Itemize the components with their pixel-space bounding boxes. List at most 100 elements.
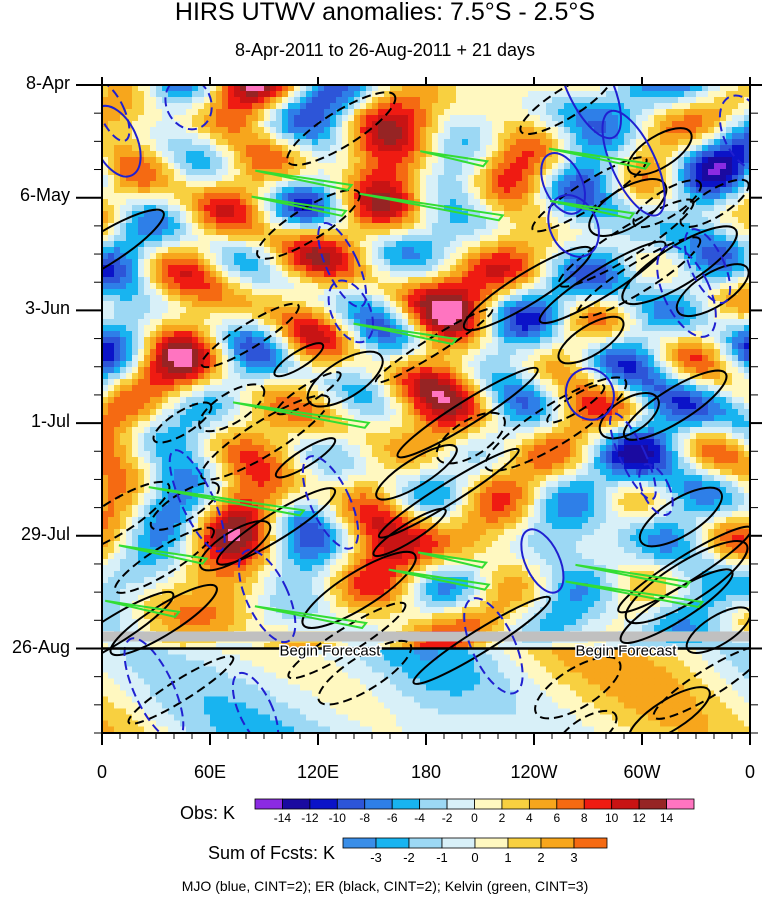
obs-cell: [162, 277, 169, 284]
obs-cell: [468, 109, 475, 116]
obs-cell: [180, 253, 187, 260]
obs-cell: [474, 193, 481, 200]
obs-cell: [108, 169, 115, 176]
obs-cell: [624, 253, 631, 260]
obs-cell: [492, 151, 499, 158]
obs-cell: [276, 229, 283, 236]
obs-cell: [720, 217, 727, 224]
obs-cell: [516, 193, 523, 200]
obs-cell: [144, 313, 151, 320]
obs-cell: [246, 193, 253, 200]
obs-cell: [516, 175, 523, 182]
obs-cell: [306, 115, 313, 122]
obs-cell: [546, 157, 553, 164]
obs-cell: [174, 169, 181, 176]
obs-cell: [126, 313, 133, 320]
obs-cell: [606, 121, 613, 128]
obs-cell: [354, 307, 361, 314]
obs-cell: [546, 181, 553, 188]
obs-cell: [354, 229, 361, 236]
obs-cell: [696, 157, 703, 164]
obs-cell: [648, 253, 655, 260]
obs-cell: [720, 265, 727, 272]
obs-cell: [462, 181, 469, 188]
obs-cell: [156, 319, 163, 326]
obs-cell: [354, 277, 361, 284]
obs-cell: [600, 91, 607, 98]
obs-cell: [702, 205, 709, 212]
obs-cell: [738, 349, 745, 356]
obs-cell: [228, 283, 235, 290]
obs-cell: [402, 133, 409, 140]
obs-cell: [732, 127, 739, 134]
obs-cell: [696, 127, 703, 134]
obs-cell: [276, 355, 283, 362]
obs-cell: [306, 199, 313, 206]
obs-cell: [108, 295, 115, 302]
obs-cell: [300, 235, 307, 242]
obs-cell: [366, 247, 373, 254]
obs-cell: [336, 337, 343, 344]
obs-cell: [702, 193, 709, 200]
obs-cell: [672, 139, 679, 146]
obs-cell: [720, 313, 727, 320]
obs-cell: [492, 85, 499, 92]
obs-cell: [138, 331, 145, 338]
obs-cell: [540, 247, 547, 254]
obs-cell: [240, 337, 247, 344]
obs-cell: [564, 289, 571, 296]
obs-cell: [150, 235, 157, 242]
obs-cell: [300, 193, 307, 200]
obs-cell: [516, 205, 523, 212]
obs-cell: [210, 145, 217, 152]
obs-cell: [738, 133, 745, 140]
obs-cell: [642, 307, 649, 314]
obs-cell: [684, 325, 691, 332]
obs-cell: [282, 265, 289, 272]
obs-cell: [204, 151, 211, 158]
obs-cell: [168, 169, 175, 176]
obs-cell: [210, 121, 217, 128]
obs-cell: [180, 235, 187, 242]
obs-cell: [474, 253, 481, 260]
obs-cell: [204, 85, 211, 92]
obs-cell: [324, 151, 331, 158]
obs-cell: [180, 277, 187, 284]
obs-cell: [426, 103, 433, 110]
obs-cell: [480, 115, 487, 122]
obs-cell: [672, 277, 679, 284]
obs-cell: [744, 319, 751, 326]
obs-cell: [186, 331, 193, 338]
obs-cell: [132, 355, 139, 362]
obs-cell: [678, 271, 685, 278]
obs-cell: [192, 145, 199, 152]
obs-cell: [360, 223, 367, 230]
obs-cell: [156, 103, 163, 110]
obs-cell: [708, 313, 715, 320]
obs-cell: [300, 109, 307, 116]
obs-cell: [174, 187, 181, 194]
obs-cell: [228, 91, 235, 98]
obs-cell: [186, 109, 193, 116]
obs-cell: [678, 193, 685, 200]
obs-cell: [672, 295, 679, 302]
obs-cell: [726, 259, 733, 266]
obs-cell: [594, 199, 601, 206]
obs-cell: [360, 145, 367, 152]
obs-cell: [678, 85, 685, 92]
obs-cell: [540, 97, 547, 104]
obs-cell: [444, 289, 451, 296]
obs-cell: [306, 277, 313, 284]
obs-cell: [702, 355, 709, 362]
obs-cell: [156, 121, 163, 128]
obs-cell: [564, 259, 571, 266]
obs-cell: [522, 313, 529, 320]
obs-cell: [474, 241, 481, 248]
obs-cell: [684, 151, 691, 158]
obs-cell: [138, 295, 145, 302]
obs-cell: [312, 151, 319, 158]
obs-cell: [192, 163, 199, 170]
obs-cell: [720, 199, 727, 206]
obs-cell: [450, 97, 457, 104]
obs-cell: [186, 253, 193, 260]
